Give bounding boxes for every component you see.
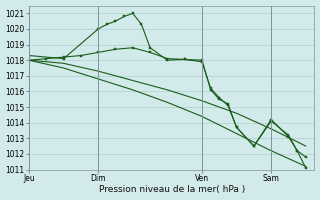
X-axis label: Pression niveau de la mer( hPa ): Pression niveau de la mer( hPa ) — [99, 185, 245, 194]
